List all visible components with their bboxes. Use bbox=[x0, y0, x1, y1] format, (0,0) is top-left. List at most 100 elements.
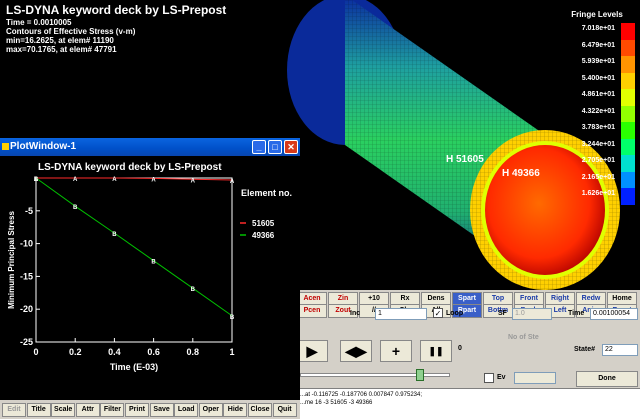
plot-toolbar: Edit Title Scale Attr Filter Print Save Load Ope… bbox=[0, 400, 300, 419]
chart-title: LS-DYNA keyword deck by LS-Prepost bbox=[38, 162, 222, 173]
x-tick-label: 0 bbox=[33, 347, 38, 357]
noofste-label: No of Ste bbox=[508, 334, 539, 341]
plot-tool-oper[interactable]: Oper bbox=[198, 403, 223, 417]
maximize-icon[interactable]: □ bbox=[268, 140, 282, 154]
view-button-zout[interactable]: Zout bbox=[328, 304, 358, 318]
x-tick-label: 0.6 bbox=[147, 347, 160, 357]
max-readout: max=70.1765, at elem# 47791 bbox=[6, 45, 117, 55]
pause-button[interactable]: ❚❚ bbox=[420, 340, 452, 362]
fringe-level-label: 1.626e+01 bbox=[581, 190, 615, 197]
data-point-51605: A bbox=[112, 177, 117, 183]
frame-slider[interactable] bbox=[300, 373, 450, 377]
fringe-title: Fringe Levels bbox=[571, 10, 623, 19]
message-line: ...at -0.116725 -0.187706 0.007847 0.975… bbox=[300, 392, 422, 398]
time-label: Time bbox=[568, 310, 585, 317]
plot-window: PlotWindow-1 _ □ ✕ LS-DYNA keyword deck … bbox=[0, 138, 300, 419]
fringe-color-swatch bbox=[621, 39, 635, 56]
plot-area[interactable]: LS-DYNA keyword deck by LS-Prepost 0 0.2 0.… bbox=[0, 156, 300, 400]
fringe-level-label: 6.479e+01 bbox=[581, 41, 615, 49]
fringe-color-swatch bbox=[621, 138, 635, 155]
y-tick-label: -20 bbox=[20, 304, 33, 314]
plot-tool-title[interactable]: Title bbox=[26, 403, 51, 417]
time-readout: Time = 0.0010005 bbox=[6, 17, 72, 27]
data-point-49366: B bbox=[151, 260, 156, 266]
y-tick-label: -10 bbox=[20, 239, 33, 249]
view-button-rpart[interactable]: Rpart bbox=[452, 304, 482, 318]
data-point-49366: B bbox=[112, 232, 117, 238]
legend-entry: 49366 bbox=[252, 231, 275, 240]
fringe-level-row: 4.322e+01 bbox=[555, 105, 639, 122]
plot-tool-save[interactable]: Save bbox=[149, 403, 174, 417]
plot-tool-load[interactable]: Load bbox=[174, 403, 199, 417]
ev-checkbox[interactable] bbox=[484, 373, 494, 383]
state-input[interactable]: 22 bbox=[602, 344, 638, 356]
fringe-legend: Fringe Levels 7.018e+01 6.479e+01 5.939e+0… bbox=[555, 10, 639, 205]
fringe-level-row: 3.783e+01 bbox=[555, 122, 639, 139]
data-point-49366: B bbox=[191, 287, 196, 293]
fringe-level-row: 4.861e+01 bbox=[555, 89, 639, 106]
fringe-color-swatch bbox=[621, 122, 635, 139]
sf-label: SF bbox=[498, 310, 507, 317]
contour-readout: Contours of Effective Stress (v-m) bbox=[6, 26, 136, 36]
x-tick-label: 1 bbox=[229, 347, 234, 357]
data-point-49366: B bbox=[73, 205, 78, 211]
model-title: LS-DYNA keyword deck by LS-Prepost bbox=[6, 3, 227, 17]
plot-tool-edit[interactable]: Edit bbox=[2, 403, 26, 417]
x-tick-label: 0.8 bbox=[187, 347, 200, 357]
fringe-level-label: 5.400e+01 bbox=[581, 74, 615, 82]
fringe-level-row: 3.244e+01 bbox=[555, 138, 639, 155]
legend-entry: 51605 bbox=[252, 219, 275, 228]
fringe-color-swatch bbox=[621, 188, 635, 205]
ev-label: Ev bbox=[497, 374, 506, 381]
plot-tool-close[interactable]: Close bbox=[248, 403, 272, 417]
view-button-rx[interactable]: Rx bbox=[390, 292, 420, 306]
play-button[interactable]: ▶ bbox=[296, 340, 328, 362]
plot-tool-print[interactable]: Print bbox=[125, 403, 149, 417]
done-button[interactable]: Done bbox=[576, 371, 638, 387]
ev-select[interactable] bbox=[514, 372, 556, 384]
plot-frame bbox=[35, 177, 233, 343]
view-button-pcen[interactable]: Pcen bbox=[297, 304, 327, 318]
fringe-level-label: 4.861e+01 bbox=[581, 91, 615, 98]
fringe-level-row: 1.626e+01 bbox=[555, 188, 639, 205]
inc-input[interactable]: 1 bbox=[375, 308, 427, 320]
fringe-color-swatch bbox=[621, 56, 635, 73]
node-marker-51605: H 51605 bbox=[446, 154, 484, 165]
state-label: State# bbox=[574, 346, 596, 353]
minimize-icon[interactable]: _ bbox=[252, 140, 266, 154]
plot-tool-scale[interactable]: Scale bbox=[51, 403, 76, 417]
fringe-level-row: 2.165e+01 bbox=[555, 171, 639, 188]
fringe-level-label: 3.783e+01 bbox=[581, 124, 615, 131]
message-area: ...at -0.116725 -0.187706 0.007847 0.975… bbox=[296, 388, 640, 419]
close-icon[interactable]: ✕ bbox=[284, 140, 298, 154]
loop-label: Loop bbox=[446, 310, 464, 317]
sf-input[interactable]: 1.0 bbox=[512, 308, 552, 320]
plot-tool-attr[interactable]: Attr bbox=[75, 403, 100, 417]
inc-label: Inc bbox=[350, 310, 361, 317]
plot-tool-hide[interactable]: Hide bbox=[223, 403, 248, 417]
series-line-51605 bbox=[36, 177, 233, 181]
add-button[interactable]: + bbox=[380, 340, 412, 362]
fringe-level-row: 5.939e+01 bbox=[555, 56, 639, 73]
fringe-level-label: 5.939e+01 bbox=[581, 58, 615, 65]
data-point-51605: A bbox=[230, 179, 235, 185]
view-button-left[interactable]: Left bbox=[545, 304, 575, 318]
frame-slider-thumb[interactable] bbox=[416, 369, 424, 381]
viewport-info: LS-DYNA keyword deck by LS-Prepost Time … bbox=[6, 3, 227, 55]
data-point-51605: A bbox=[151, 177, 156, 183]
loop-checkbox[interactable]: ✓ bbox=[433, 308, 443, 318]
time-input[interactable]: 0.00100054 bbox=[590, 308, 638, 320]
fringe-color-swatch bbox=[621, 89, 635, 106]
data-point-51605: A bbox=[191, 178, 196, 184]
plot-tool-quit[interactable]: Quit bbox=[272, 403, 297, 417]
plot-tool-filter[interactable]: Filter bbox=[100, 403, 125, 417]
data-point-51605: A bbox=[73, 177, 78, 183]
fringe-level-label: 2.705e+01 bbox=[581, 157, 615, 164]
fringe-level-label: 3.244e+01 bbox=[581, 140, 615, 148]
plot-window-titlebar[interactable]: PlotWindow-1 _ □ ✕ bbox=[0, 138, 300, 156]
x-tick-label: 0.4 bbox=[108, 347, 121, 357]
fringe-level-label: 7.018e+01 bbox=[581, 25, 615, 32]
fringe-color-swatch bbox=[621, 171, 635, 188]
step-toggle-button[interactable]: ◀▶ bbox=[340, 340, 372, 362]
fringe-level-row: 2.705e+01 bbox=[555, 155, 639, 172]
